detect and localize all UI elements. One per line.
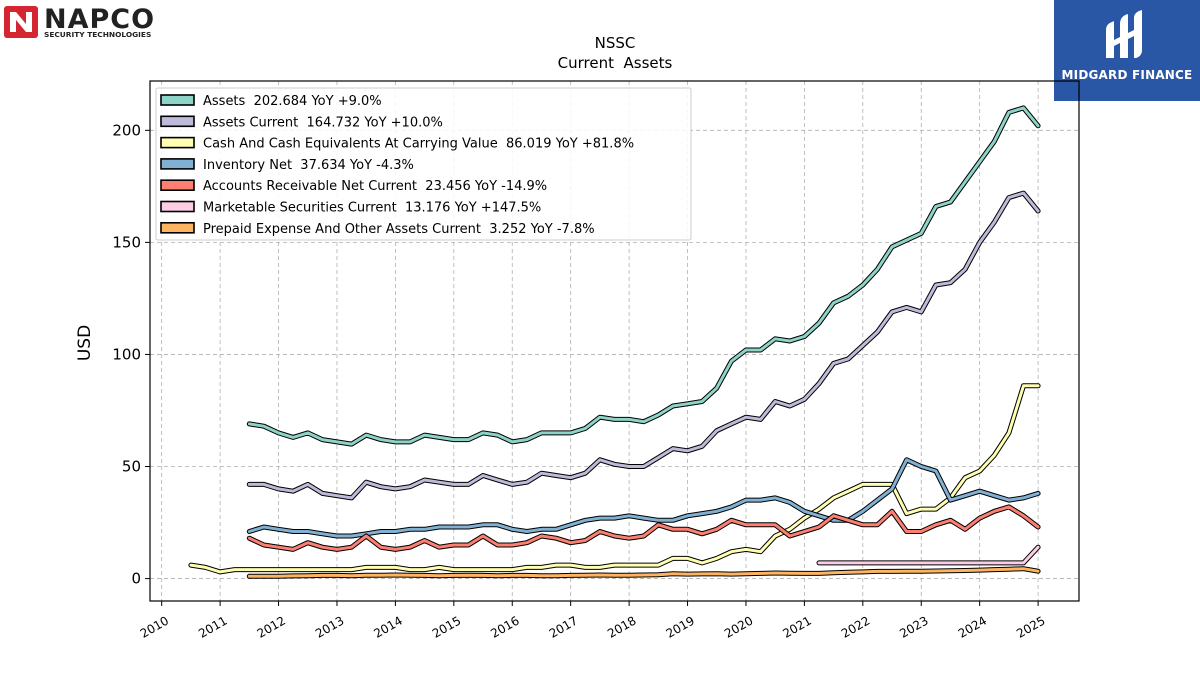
series-1 [246,190,1041,501]
y-tick-label: 100 [112,345,141,363]
x-tick-label: 2012 [255,613,288,640]
series-lines [188,105,1041,579]
legend-entry: Cash And Cash Equivalents At Carrying Va… [203,137,634,152]
x-tick-label: 2018 [605,613,638,640]
series-line [189,384,1040,574]
x-tick-label: 2015 [430,613,463,640]
chart-title: NSSC [595,34,636,52]
legend-swatch [160,222,195,234]
x-tick-label: 2013 [313,613,346,640]
napco-tagline: SECURITY TECHNOLOGIES [44,30,151,39]
legend-entry: Inventory Net 37.634 YoY -4.3% [203,158,414,173]
legend-swatch [160,94,195,106]
x-tick-label: 2014 [371,613,404,640]
legend-swatch [160,115,195,128]
x-tick-label: 2020 [722,613,755,640]
series-4 [246,504,1041,552]
chart-subtitle: Current Assets [558,54,673,72]
series-line-outline [246,457,1041,539]
plot-frame [149,80,1080,602]
legend-entry: Accounts Receivable Net Current 23.456 Y… [203,179,547,194]
series-line [247,191,1040,500]
series-3 [246,457,1041,539]
series-line [247,458,1040,538]
legend-box [155,87,692,241]
legend-entry: Marketable Securities Current 13.176 YoY… [203,201,541,216]
x-tick-label: 2022 [839,613,872,640]
x-tick-label: 2017 [547,613,580,640]
napco-wordmark: NAPCO [44,4,155,35]
series-line-outline [246,504,1041,552]
x-tick-label: 2025 [1014,613,1047,640]
series-line [247,106,1040,446]
legend: Assets 202.684 YoY +9.0% Assets Current 1… [155,87,692,241]
midgard-wordmark: MIDGARD FINANCE [1061,68,1193,82]
series-6 [246,566,1041,579]
midgard-mark-icon [1106,10,1142,58]
series-line [817,545,1040,565]
y-tick-label: 150 [112,233,141,251]
legend-swatch [160,158,195,170]
x-tick-label: 2016 [488,613,521,640]
series-2 [188,383,1041,575]
midgard-finance-logo: MIDGARD FINANCE [1054,0,1200,101]
series-5 [816,544,1041,566]
x-tick-label: 2019 [664,613,697,640]
x-tick-label: 2024 [956,613,989,640]
y-tick-label: 200 [112,121,141,139]
x-tick-label: 2023 [897,613,930,640]
legend-entry: Prepaid Expense And Other Assets Current… [203,222,595,237]
series-line-outline [816,544,1041,566]
legend-swatch [160,136,195,149]
legend-swatch [160,179,195,191]
legend-entry: Assets 202.684 YoY +9.0% [203,94,382,109]
y-axis-ticks: 0 50 100 150 200 [112,121,150,588]
series-line [247,505,1040,551]
y-axis-label: USD [75,325,95,361]
x-tick-label: 2011 [196,613,229,640]
series-0 [246,105,1041,447]
legend-entry: Assets Current 164.732 YoY +10.0% [203,115,443,130]
napco-logo: NAPCO SECURITY TECHNOLOGIES [4,4,155,39]
x-axis-ticks: 2010 2011 2012 2013 2014 2015 2016 2017 2018 2019… [138,601,1048,641]
y-tick-label: 50 [122,458,141,476]
x-tick-label: 2021 [780,613,813,640]
series-line [247,567,1040,578]
legend-swatch [160,200,195,213]
x-tick-label: 2010 [138,613,171,640]
y-tick-label: 0 [131,570,141,588]
